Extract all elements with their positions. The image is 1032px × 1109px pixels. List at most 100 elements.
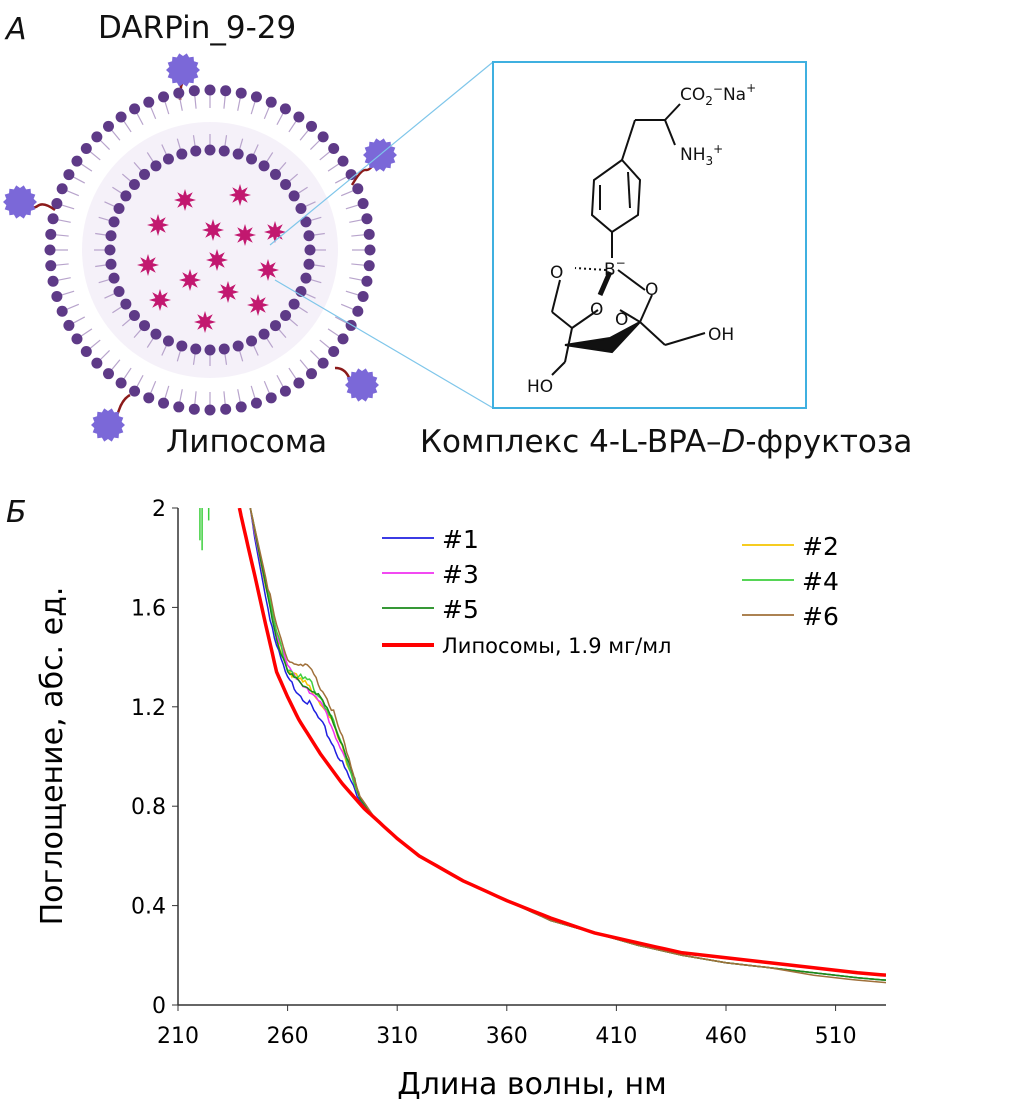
- y-tick-label: 1.2: [131, 696, 166, 721]
- series-line-2: [249, 508, 886, 981]
- bpa-complex-icon: [179, 269, 201, 291]
- lipid-head: [246, 335, 258, 347]
- lipid-head: [139, 168, 151, 180]
- legend-label: #6: [802, 602, 839, 631]
- lipid-head: [357, 290, 369, 302]
- lipid-head: [279, 385, 291, 397]
- series-line-1: [249, 508, 886, 981]
- lipid-head: [176, 148, 188, 160]
- lipid-head: [304, 244, 316, 256]
- lipid-head: [218, 343, 230, 355]
- bpa-complex-icon: [194, 311, 216, 333]
- lipid-head: [120, 298, 132, 310]
- lipid-head: [345, 319, 357, 331]
- darpin-icon: [91, 408, 125, 442]
- lipid-head: [143, 96, 155, 108]
- lipid-head: [357, 198, 369, 210]
- lipid-head: [128, 179, 140, 191]
- legend-label: Липосомы, 1.9 мг/мл: [442, 634, 671, 658]
- bpa-complex-icon: [206, 249, 228, 271]
- legend-label: #2: [802, 532, 839, 561]
- lipid-head: [300, 216, 312, 228]
- lipid-head: [56, 183, 68, 195]
- liposome: [3, 53, 397, 442]
- lipid-head: [265, 96, 277, 108]
- lipid-head: [45, 228, 57, 240]
- legend-label: #1: [442, 525, 479, 554]
- lipid-head: [51, 290, 63, 302]
- zoom-line-bottom: [274, 279, 494, 409]
- lipid-head: [250, 91, 262, 103]
- lipid-head: [102, 120, 114, 132]
- lipid-head: [293, 111, 305, 123]
- legend-label: #5: [442, 595, 479, 624]
- darpin-icon: [345, 368, 379, 402]
- lipid-head: [352, 305, 364, 317]
- lipid-head: [150, 328, 162, 340]
- x-tick-label: 260: [267, 1024, 309, 1049]
- lipid-head: [91, 357, 103, 369]
- y-tick-label: 0.8: [131, 795, 166, 820]
- darpin-icon: [166, 53, 200, 87]
- lipid-head: [269, 320, 281, 332]
- legend-label: #3: [442, 560, 479, 589]
- structure-box: [492, 61, 807, 409]
- complex-label: Комплекс 4-L-BPA–D-фруктоза: [420, 424, 913, 460]
- lipid-head: [220, 85, 232, 97]
- series-line-5: [249, 508, 886, 981]
- lipid-head: [303, 230, 315, 242]
- oxygen-label-4: O: [615, 310, 628, 330]
- oh-label: OH: [708, 325, 734, 345]
- lipid-head: [258, 160, 270, 172]
- lipid-head: [176, 340, 188, 352]
- bpa-complex-icon: [234, 224, 256, 246]
- bpa-complex-icon: [137, 254, 159, 276]
- lipid-head: [364, 244, 376, 256]
- panel-a-letter: А: [6, 12, 27, 47]
- lipid-head: [288, 298, 300, 310]
- bpa-complex-icon: [264, 221, 286, 243]
- lipid-head: [337, 155, 349, 167]
- lipid-head: [71, 333, 83, 345]
- lipid-head: [363, 228, 375, 240]
- lipid-head: [115, 377, 127, 389]
- lipid-head: [47, 213, 59, 225]
- lipid-head: [63, 319, 75, 331]
- lipid-head: [45, 260, 57, 272]
- lipid-head: [150, 160, 162, 172]
- lipid-head: [113, 202, 125, 214]
- lipid-head: [303, 258, 315, 270]
- bpa-complex-icon: [257, 259, 279, 281]
- x-tick-label: 360: [486, 1024, 528, 1049]
- legend-label: #4: [802, 567, 839, 596]
- lipid-head: [361, 213, 373, 225]
- y-tick-label: 0: [152, 994, 166, 1019]
- x-tick-label: 410: [595, 1024, 637, 1049]
- series-line-4: [249, 508, 886, 981]
- lipid-head: [51, 198, 63, 210]
- lipid-head: [190, 145, 202, 157]
- lipid-head: [279, 103, 291, 115]
- lipid-head: [162, 335, 174, 347]
- y-axis-label: Поглощение, абс. ед.: [35, 587, 70, 926]
- lipid-head: [91, 131, 103, 143]
- bpa-complex-icon: [149, 289, 171, 311]
- bpa-complex-icon: [217, 281, 239, 303]
- lipid-head: [232, 148, 244, 160]
- lipid-head: [204, 84, 216, 96]
- lipid-head: [204, 344, 216, 356]
- x-tick-label: 310: [376, 1024, 418, 1049]
- oxygen-label-3: O: [590, 300, 603, 320]
- bpa-complex-icon: [147, 214, 169, 236]
- lipid-head: [102, 368, 114, 380]
- lipid-head: [306, 368, 318, 380]
- lipid-head: [129, 103, 141, 115]
- lipid-head: [306, 120, 318, 132]
- lipid-head: [204, 404, 216, 416]
- lipid-head: [345, 169, 357, 181]
- lipid-head: [232, 340, 244, 352]
- y-tick-label: 0.4: [131, 895, 166, 920]
- lipid-head: [162, 153, 174, 165]
- lipid-head: [295, 202, 307, 214]
- bpa-complex-icon: [247, 294, 269, 316]
